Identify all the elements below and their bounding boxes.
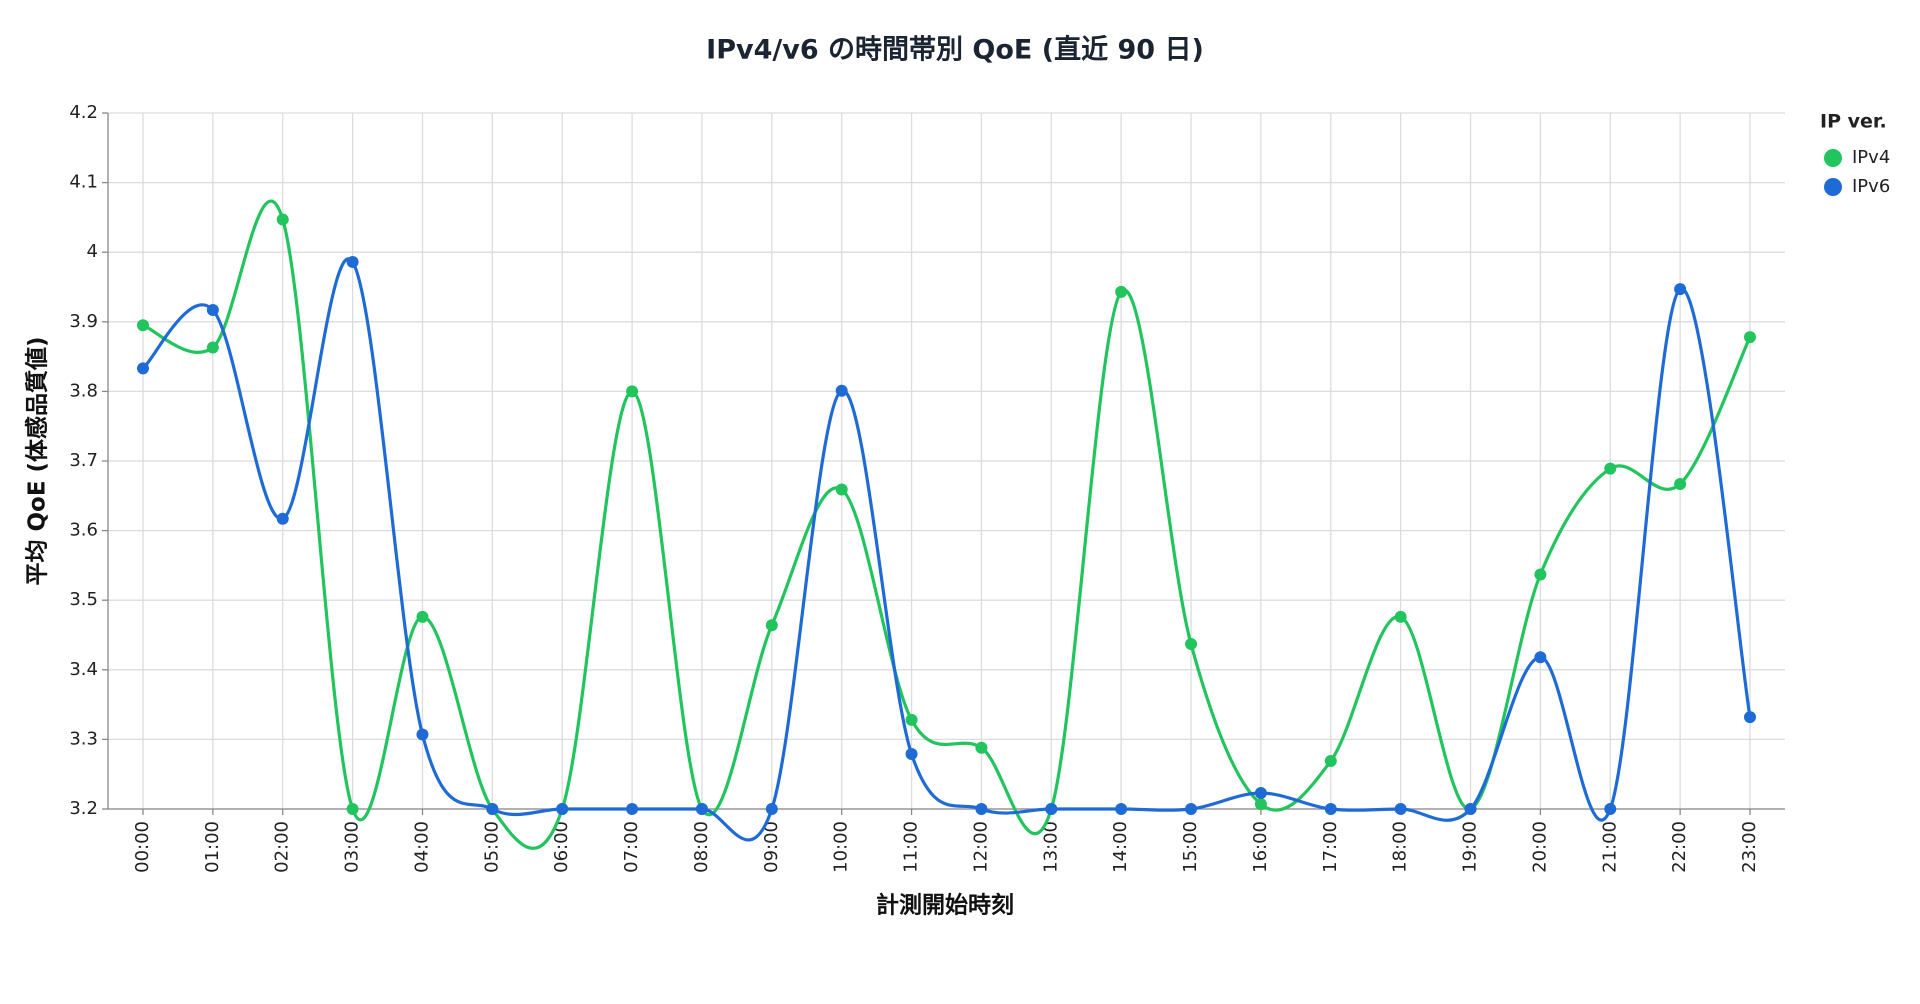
x-tick-label: 18:00 [1390, 821, 1411, 873]
data-point [556, 803, 569, 815]
data-point [1674, 477, 1687, 490]
data-point [905, 748, 918, 761]
data-point [1185, 638, 1198, 651]
x-tick-label: 07:00 [621, 821, 642, 873]
data-point [1115, 803, 1128, 815]
data-point [346, 255, 359, 268]
data-point [1254, 798, 1267, 811]
y-tick-label: 3.4 [69, 659, 98, 680]
data-point [975, 803, 988, 815]
y-tick-label: 4.1 [69, 172, 98, 193]
x-tick-label: 19:00 [1460, 821, 1481, 873]
data-point [1324, 803, 1337, 815]
legend-title: IP ver. [1820, 111, 1887, 133]
legend-label: IPv6 [1852, 176, 1890, 197]
x-tick-label: 09:00 [761, 821, 782, 873]
y-tick-label: 4 [87, 241, 98, 262]
y-tick-label: 3.9 [69, 311, 98, 332]
y-tick-label: 4.2 [69, 102, 98, 123]
chart-title: IPv4/v6 の時間帯別 QoE (直近 90 日) [706, 34, 1204, 66]
data-point [695, 803, 708, 815]
data-point [1185, 803, 1198, 815]
x-tick-label: 16:00 [1250, 821, 1271, 873]
series-line [142, 199, 1752, 850]
data-point [835, 384, 848, 397]
data-point [1744, 331, 1756, 344]
x-tick-label: 10:00 [831, 821, 852, 873]
x-tick-label: 08:00 [691, 821, 712, 873]
data-point [1534, 651, 1547, 664]
data-point [1674, 283, 1687, 296]
x-tick-label: 00:00 [132, 821, 153, 873]
x-tick-label: 21:00 [1599, 821, 1620, 873]
x-tick-label: 04:00 [411, 821, 432, 873]
data-point [206, 303, 219, 316]
data-point [1604, 462, 1617, 475]
data-point [416, 610, 429, 623]
data-point [1394, 610, 1407, 623]
y-axis-title: 平均 QoE (体感品質値) [24, 336, 51, 585]
data-point [276, 512, 289, 525]
data-point [276, 213, 289, 226]
x-tick-label: 01:00 [202, 821, 223, 873]
x-tick-label: 02:00 [272, 821, 293, 873]
data-point [835, 483, 848, 496]
data-point [1464, 803, 1477, 815]
data-point [1254, 786, 1267, 799]
data-point [626, 803, 639, 815]
x-tick-label: 03:00 [342, 821, 363, 873]
x-tick-label: 05:00 [481, 821, 502, 873]
data-point [1045, 803, 1058, 815]
data-point [486, 803, 499, 815]
data-point [1324, 754, 1337, 767]
x-tick-label: 20:00 [1529, 821, 1550, 873]
x-tick-label: 22:00 [1669, 821, 1690, 873]
y-tick-label: 3.7 [69, 450, 98, 471]
legend-label: IPv4 [1852, 147, 1890, 168]
x-tick-label: 12:00 [970, 821, 991, 873]
data-point [1604, 803, 1617, 815]
data-point [975, 741, 988, 754]
data-point [1534, 568, 1547, 581]
series-line [141, 257, 1752, 842]
x-axis-title: 計測開始時刻 [876, 892, 1014, 919]
x-tick-label: 15:00 [1180, 821, 1201, 873]
data-point [905, 713, 918, 726]
y-tick-label: 3.2 [69, 798, 98, 819]
y-tick-label: 3.6 [69, 520, 98, 541]
y-tick-label: 3.5 [69, 589, 98, 610]
data-point [346, 803, 359, 815]
y-tick-label: 3.8 [69, 380, 98, 401]
legend-swatch [1824, 178, 1842, 196]
x-tick-label: 14:00 [1110, 821, 1131, 873]
x-tick-label: 13:00 [1040, 821, 1061, 873]
data-point [1115, 285, 1128, 298]
x-tick-label: 23:00 [1739, 821, 1760, 873]
data-point [765, 619, 778, 632]
data-point [137, 319, 149, 332]
data-point [1744, 711, 1756, 724]
data-point [626, 385, 639, 398]
data-point [416, 728, 429, 741]
x-tick-label: 11:00 [901, 821, 922, 873]
x-tick-label: 17:00 [1320, 821, 1341, 873]
legend-swatch [1824, 149, 1842, 167]
data-point [137, 362, 149, 375]
x-tick-label: 06:00 [551, 821, 572, 873]
data-point [1394, 803, 1407, 815]
data-point [206, 341, 219, 354]
data-point [765, 803, 778, 815]
y-tick-label: 3.3 [69, 728, 98, 749]
